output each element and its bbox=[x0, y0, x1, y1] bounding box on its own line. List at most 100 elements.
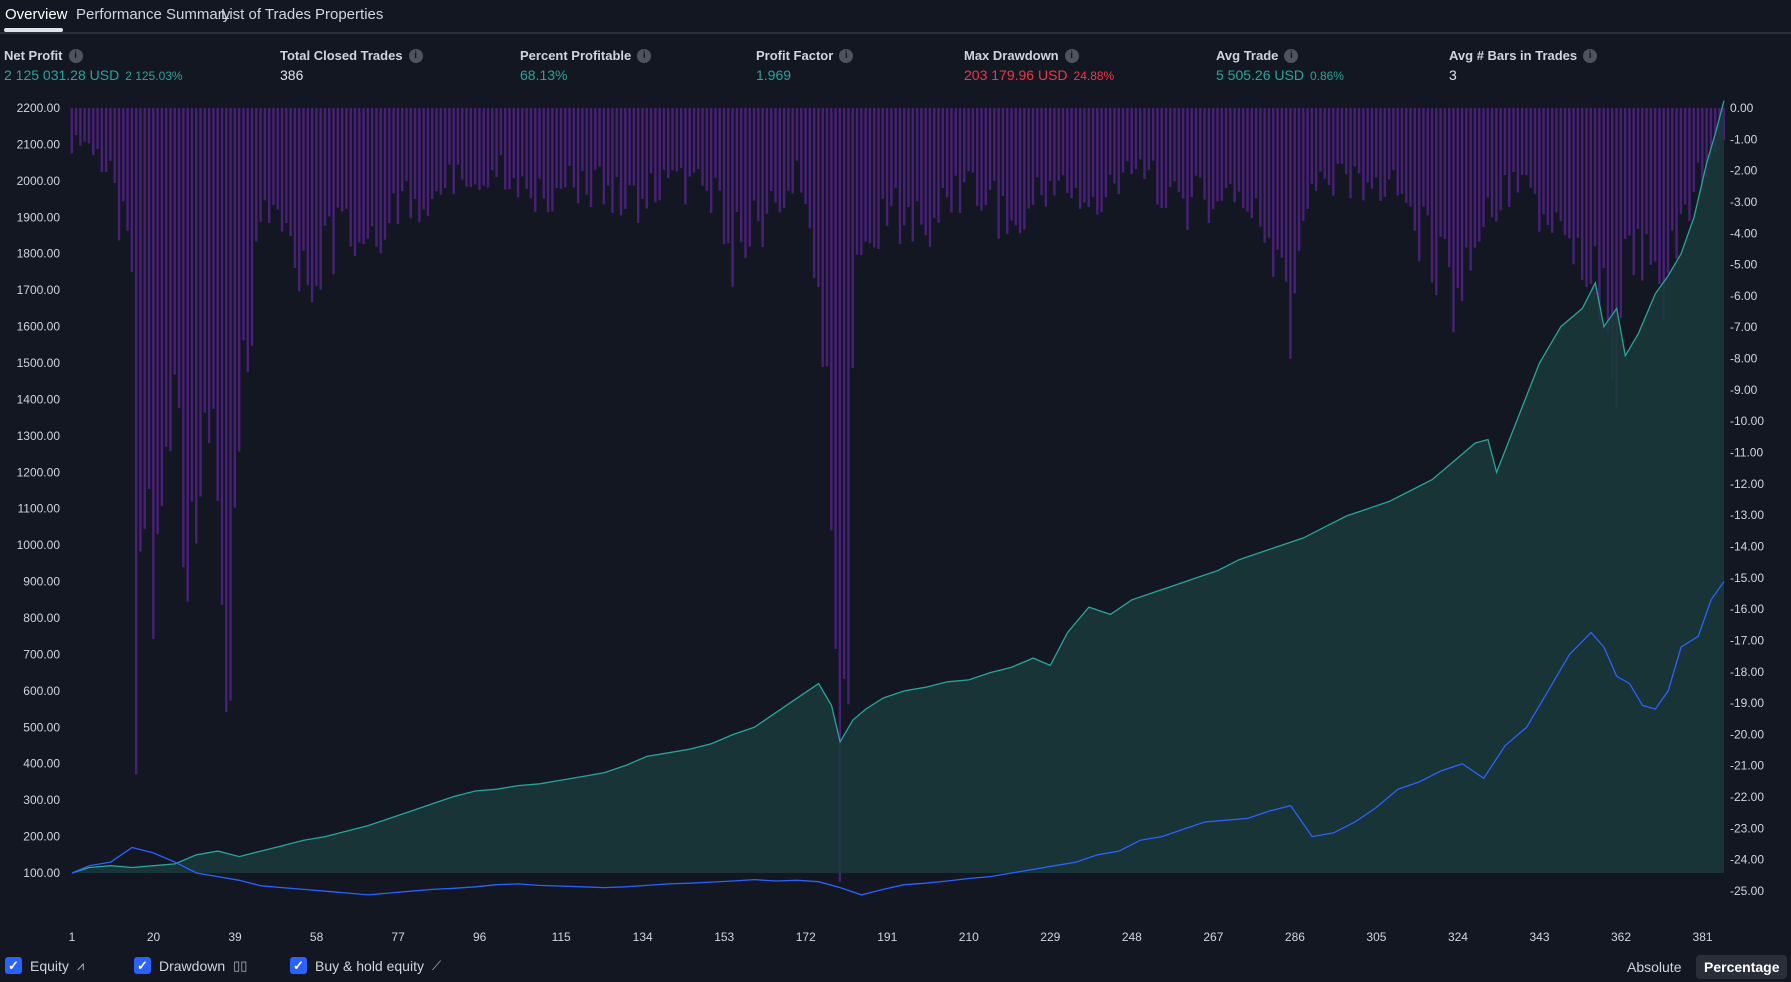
x-axis-tick-label: 20 bbox=[147, 930, 161, 944]
drawdown-bar bbox=[1044, 108, 1048, 207]
kpi-profit-factor-title: Profit Factor bbox=[756, 48, 834, 63]
drawdown-bar bbox=[126, 108, 129, 231]
drawdown-bar bbox=[418, 108, 421, 223]
left-axis-tick-label: 700.00 bbox=[23, 647, 60, 661]
percentage-toggle[interactable]: Percentage bbox=[1696, 955, 1788, 979]
drawdown-bar bbox=[1053, 108, 1056, 196]
tab-performance-summary[interactable]: Performance Summary bbox=[76, 6, 231, 23]
drawdown-bar bbox=[1508, 108, 1511, 207]
info-icon[interactable]: i bbox=[1583, 48, 1598, 63]
drawdown-bar bbox=[272, 108, 275, 206]
checkbox-icon[interactable]: ✓ bbox=[5, 957, 22, 974]
drawdown-bar bbox=[1426, 108, 1429, 216]
drawdown-bar bbox=[319, 108, 322, 290]
x-axis-tick-label: 191 bbox=[877, 930, 897, 944]
checkbox-icon[interactable]: ✓ bbox=[134, 957, 151, 974]
drawdown-bar bbox=[735, 108, 739, 213]
x-axis-tick-label: 172 bbox=[796, 930, 816, 944]
drawdown-bar bbox=[1117, 108, 1120, 194]
drawdown-bar bbox=[495, 108, 498, 177]
left-axis-tick-label: 2000.00 bbox=[17, 174, 61, 188]
drawdown-bar bbox=[1306, 108, 1309, 209]
drawdown-bar bbox=[521, 108, 524, 177]
legend-drawdown[interactable]: ✓ Drawdown ▯▯ bbox=[134, 957, 247, 974]
tab-overview[interactable]: Overview bbox=[5, 6, 68, 23]
drawdown-bar bbox=[383, 108, 387, 240]
drawdown-bar bbox=[1550, 108, 1554, 233]
kpi-percent-profitable-value: 68.13% bbox=[520, 67, 568, 83]
drawdown-bar bbox=[684, 108, 687, 205]
left-axis-tick-label: 400.00 bbox=[23, 757, 60, 771]
drawdown-bar bbox=[1083, 108, 1086, 203]
drawdown-bar bbox=[624, 108, 627, 209]
drawdown-bar bbox=[298, 108, 301, 292]
drawdown-bar bbox=[1134, 108, 1138, 170]
info-icon[interactable]: i bbox=[68, 48, 83, 63]
equity-chart[interactable]: 100.00200.00300.00400.00500.00600.00700.… bbox=[0, 100, 1791, 950]
x-axis-tick-label: 1 bbox=[69, 930, 76, 944]
drawdown-bar bbox=[195, 108, 198, 544]
absolute-toggle[interactable]: Absolute bbox=[1627, 959, 1682, 975]
info-icon[interactable]: i bbox=[1064, 48, 1079, 63]
drawdown-bar bbox=[1229, 108, 1232, 184]
legend-buy-hold[interactable]: ✓ Buy & hold equity ⟋ bbox=[290, 957, 441, 974]
drawdown-bar bbox=[1023, 108, 1026, 230]
drawdown-bar bbox=[679, 108, 683, 169]
drawdown-bar bbox=[602, 108, 606, 205]
tab-list-of-trades[interactable]: List of Trades bbox=[221, 6, 312, 23]
x-axis-tick-label: 362 bbox=[1611, 930, 1631, 944]
right-axis-tick-label: -5.00 bbox=[1730, 258, 1758, 272]
drawdown-bar bbox=[1357, 108, 1361, 174]
drawdown-bar bbox=[941, 108, 945, 189]
right-axis-tick-label: -23.00 bbox=[1730, 821, 1764, 835]
drawdown-bar bbox=[817, 108, 820, 288]
drawdown-bar bbox=[448, 108, 451, 165]
drawdown-bar bbox=[564, 108, 567, 188]
drawdown-bar bbox=[924, 108, 927, 236]
drawdown-bar bbox=[229, 108, 232, 701]
drawdown-bar bbox=[160, 108, 164, 507]
drawdown-bar bbox=[770, 108, 773, 191]
drawdown-bar bbox=[426, 108, 430, 216]
drawdown-bar bbox=[782, 108, 786, 208]
drawdown-bar bbox=[1263, 108, 1266, 243]
info-icon[interactable]: i bbox=[1284, 48, 1299, 63]
x-axis-tick-label: 39 bbox=[228, 930, 242, 944]
drawdown-bar bbox=[945, 108, 949, 198]
drawdown-bar bbox=[255, 108, 258, 242]
drawdown-bar bbox=[1542, 108, 1545, 215]
drawdown-bar bbox=[688, 108, 691, 177]
tab-properties[interactable]: Properties bbox=[315, 6, 384, 23]
info-icon[interactable]: i bbox=[839, 48, 854, 63]
info-icon[interactable]: i bbox=[637, 48, 652, 63]
drawdown-bar bbox=[1495, 108, 1498, 222]
drawdown-bar bbox=[1280, 108, 1284, 258]
drawdown-bar bbox=[821, 108, 824, 367]
info-icon[interactable]: i bbox=[408, 48, 423, 63]
drawdown-bar bbox=[1546, 108, 1550, 226]
drawdown-bar bbox=[993, 108, 996, 181]
drawdown-bar bbox=[975, 108, 979, 206]
drawdown-bar bbox=[461, 108, 464, 180]
drawdown-bar bbox=[585, 108, 588, 195]
drawdown-bar bbox=[1310, 108, 1314, 184]
legend-bar: ✓ Equity ⩘ ✓ Drawdown ▯▯ ✓ Buy & hold eq… bbox=[0, 955, 1791, 979]
drawdown-bar bbox=[877, 108, 880, 250]
kpi-avg-bars: Avg # Bars in Trades i 3 bbox=[1449, 48, 1598, 83]
drawdown-bar bbox=[143, 108, 146, 529]
drawdown-bar bbox=[293, 108, 297, 268]
area-chart-icon: ⩘ bbox=[76, 957, 85, 973]
legend-equity[interactable]: ✓ Equity ⩘ bbox=[5, 957, 84, 974]
drawdown-bar bbox=[697, 108, 700, 170]
drawdown-bar bbox=[173, 108, 176, 375]
drawdown-bar bbox=[1503, 108, 1507, 176]
drawdown-bar bbox=[804, 108, 807, 204]
drawdown-bar bbox=[212, 108, 215, 409]
drawdown-bar bbox=[1520, 108, 1524, 175]
drawdown-bar bbox=[503, 108, 507, 190]
drawdown-bar bbox=[954, 108, 957, 176]
drawdown-bar bbox=[1186, 108, 1189, 231]
drawdown-bar bbox=[276, 108, 279, 210]
drawdown-bar bbox=[967, 108, 970, 172]
checkbox-icon[interactable]: ✓ bbox=[290, 957, 307, 974]
